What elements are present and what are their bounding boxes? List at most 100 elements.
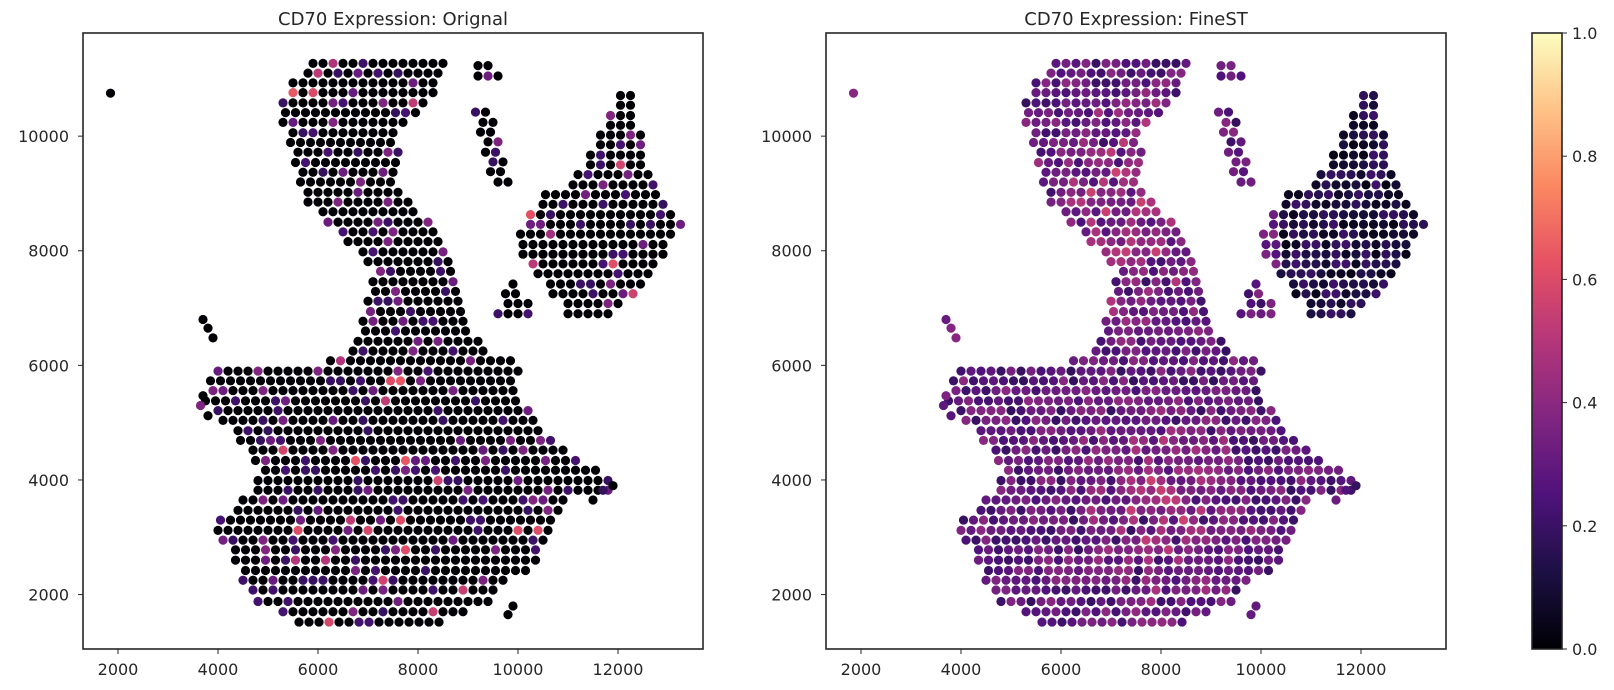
- spot: [310, 455, 321, 466]
- spot: [1103, 465, 1114, 475]
- spot: [1058, 435, 1069, 446]
- spot: [243, 426, 253, 436]
- spot: [1028, 376, 1039, 386]
- spot: [378, 575, 388, 585]
- spot: [1236, 485, 1246, 495]
- spot: [1353, 189, 1364, 200]
- spot: [1216, 61, 1226, 71]
- spot: [328, 117, 338, 127]
- spot: [1071, 207, 1081, 217]
- spot: [288, 607, 298, 617]
- spot: [1221, 575, 1231, 585]
- spot: [248, 575, 258, 585]
- spot: [593, 298, 603, 309]
- spot: [1183, 555, 1194, 565]
- spot: [290, 465, 301, 475]
- spot: [428, 78, 438, 88]
- spot: [1381, 249, 1391, 259]
- spot: [500, 396, 511, 406]
- spot: [338, 585, 348, 595]
- spot: [365, 515, 376, 525]
- spot: [1043, 396, 1054, 406]
- spot: [278, 445, 288, 455]
- spot: [443, 336, 453, 346]
- spot: [1266, 406, 1276, 416]
- spot: [1148, 356, 1159, 366]
- spot: [333, 426, 343, 436]
- spot: [1198, 306, 1209, 317]
- spot: [533, 426, 543, 436]
- spot: [453, 596, 463, 607]
- spot: [548, 249, 558, 259]
- spot: [373, 197, 383, 207]
- spot: [1153, 396, 1164, 406]
- spot: [373, 147, 383, 157]
- spot: [343, 366, 353, 376]
- spot: [1041, 585, 1051, 595]
- spot: [398, 535, 408, 545]
- spot: [333, 596, 343, 607]
- colorbar-tick-label: 0.8: [1572, 147, 1597, 166]
- spot: [330, 157, 341, 168]
- spot: [1046, 485, 1056, 495]
- spot: [418, 385, 428, 396]
- spot: [1318, 219, 1329, 229]
- spot: [433, 406, 443, 416]
- spot: [1131, 607, 1141, 617]
- spot: [570, 455, 581, 466]
- spot: [1276, 505, 1286, 515]
- spot: [468, 445, 478, 455]
- spot: [1386, 169, 1396, 180]
- spot: [1226, 505, 1236, 515]
- spot: [1288, 210, 1299, 220]
- spot: [433, 525, 443, 535]
- spot: [1177, 617, 1187, 627]
- spot: [390, 565, 401, 576]
- spot: [1168, 376, 1179, 386]
- spot: [1228, 515, 1239, 525]
- spot: [645, 210, 656, 220]
- spot: [420, 545, 431, 555]
- spot: [280, 565, 291, 576]
- spot: [585, 150, 596, 160]
- spot: [270, 455, 281, 466]
- spot: [353, 485, 363, 495]
- spot: [1376, 269, 1386, 279]
- spot: [288, 117, 298, 127]
- spot: [1093, 465, 1104, 475]
- spot: [413, 406, 423, 416]
- spot: [986, 406, 996, 416]
- spot: [1281, 249, 1291, 259]
- spot: [1348, 219, 1359, 229]
- spot: [996, 596, 1006, 607]
- spot: [240, 396, 251, 406]
- spot: [423, 68, 433, 78]
- spot: [455, 356, 466, 366]
- spot: [976, 505, 986, 515]
- spot: [993, 555, 1004, 565]
- spot: [998, 376, 1009, 386]
- spot: [1056, 475, 1066, 486]
- spot: [300, 465, 311, 475]
- spot: [363, 336, 373, 346]
- spot: [373, 475, 383, 486]
- spot: [1081, 78, 1091, 88]
- spot: [655, 229, 666, 239]
- spot: [958, 376, 969, 386]
- spot: [418, 277, 428, 287]
- spot: [956, 366, 966, 376]
- spot: [1106, 406, 1116, 416]
- spot: [1288, 219, 1299, 229]
- spot: [1161, 227, 1171, 237]
- spot: [208, 385, 218, 396]
- spot: [513, 366, 523, 376]
- spot: [1321, 239, 1331, 250]
- spot: [483, 596, 493, 607]
- spot: [1278, 229, 1289, 239]
- spot: [1146, 68, 1156, 78]
- spot: [1121, 227, 1131, 237]
- spot: [330, 545, 341, 555]
- spot: [1291, 289, 1301, 299]
- spot: [1056, 596, 1066, 607]
- spot: [1018, 515, 1029, 525]
